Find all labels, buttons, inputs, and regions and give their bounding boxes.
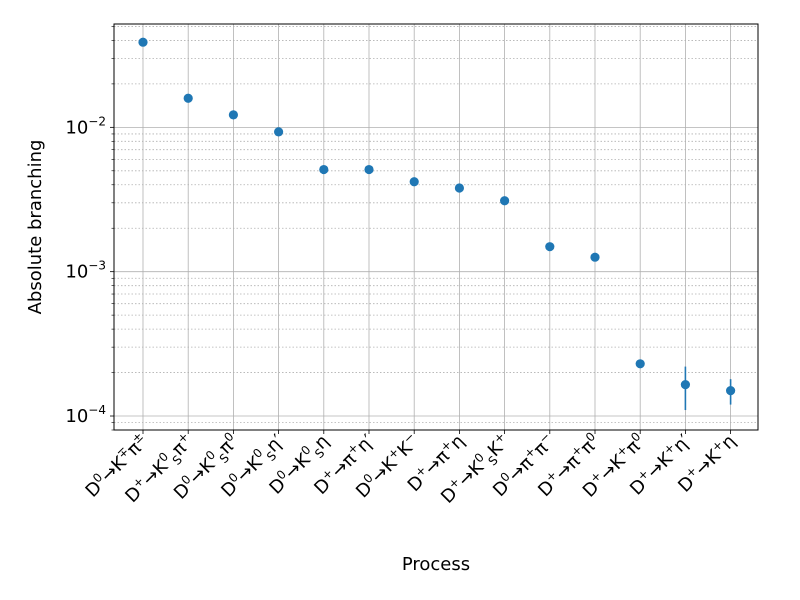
data-point xyxy=(454,183,464,193)
data-point xyxy=(183,93,193,103)
data-point xyxy=(319,164,329,175)
x-tick-label: D+→K+π0 xyxy=(577,429,649,501)
data-point xyxy=(500,196,510,206)
x-tick-label: D0→K∓π± xyxy=(80,429,152,501)
x-tick-label: D+→K0Sπ+ xyxy=(120,429,200,509)
data-point xyxy=(228,110,238,120)
data-point xyxy=(726,385,736,396)
x-axis-label: Process xyxy=(402,554,470,575)
data-point xyxy=(138,37,148,47)
data-point xyxy=(409,177,419,187)
grid-layer xyxy=(114,24,758,431)
y-ticks: 10−4 10−3 10−2 xyxy=(65,26,114,431)
data-point xyxy=(545,242,555,252)
y-tick-label: 10−4 xyxy=(65,403,106,427)
y-tick-label: 10−3 xyxy=(65,259,106,283)
x-ticks: D0→K∓π±D+→K0Sπ+D0→K0Sπ0D0→K0Sη′D0→K0SηD+… xyxy=(80,429,741,509)
error-bars xyxy=(142,41,732,411)
data-point xyxy=(590,252,600,262)
data-point xyxy=(635,359,645,369)
data-point xyxy=(274,127,284,137)
y-axis-label: Absolute branching xyxy=(25,140,46,315)
y-tick-label: 10−2 xyxy=(65,114,106,138)
plot-frame xyxy=(113,23,759,431)
data-point xyxy=(364,164,374,175)
data-points xyxy=(138,37,736,396)
data-point xyxy=(680,380,691,390)
